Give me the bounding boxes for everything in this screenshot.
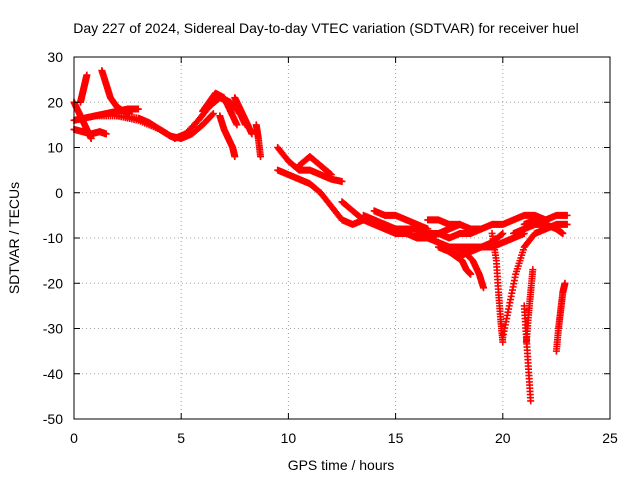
- y-tick-label: 20: [47, 94, 63, 110]
- data-point: [424, 225, 432, 233]
- data-point: [480, 284, 488, 292]
- data-point: [527, 397, 535, 405]
- x-tick-label: 5: [177, 430, 185, 446]
- series-arc18: [370, 207, 432, 233]
- series-arc27: [522, 266, 537, 346]
- series-arc8: [199, 89, 241, 129]
- x-tick-label: 10: [281, 430, 297, 446]
- y-tick-label: 30: [47, 49, 63, 65]
- data-point: [563, 211, 571, 219]
- data-point: [327, 171, 335, 179]
- x-tick-label: 20: [495, 430, 511, 446]
- series-arc22: [452, 243, 488, 292]
- data-point: [209, 110, 217, 118]
- x-tick-label: 25: [602, 430, 618, 446]
- series-arc11: [252, 121, 265, 161]
- series-arc12: [274, 144, 346, 185]
- data-point: [102, 130, 110, 138]
- y-axis-label: SDTVAR / TECUs: [6, 182, 22, 294]
- x-axis-ticks: 0 5 10 15 20 25: [70, 57, 618, 446]
- data-point: [529, 266, 537, 274]
- data-point: [563, 220, 571, 228]
- grid-lines: [74, 57, 610, 419]
- series-arc15: [317, 189, 367, 228]
- series-arc23: [445, 248, 475, 278]
- data-point: [559, 229, 567, 237]
- data-point: [257, 153, 265, 161]
- series-arc30: [552, 279, 569, 355]
- series-arc2: [76, 71, 91, 106]
- data-point: [83, 71, 91, 79]
- y-tick-label: -40: [43, 366, 63, 382]
- data-point: [467, 270, 475, 278]
- series-arc14: [295, 153, 335, 179]
- data-point: [498, 230, 506, 238]
- series-arc9: [216, 112, 239, 161]
- y-tick-label: -30: [43, 321, 63, 337]
- data-point: [231, 153, 239, 161]
- data-point: [338, 177, 346, 185]
- data-point: [561, 279, 569, 287]
- data-points: [70, 67, 571, 405]
- series-arc13: [274, 166, 325, 197]
- data-point: [233, 121, 241, 129]
- data-point: [326, 170, 334, 178]
- x-tick-label: 15: [388, 430, 404, 446]
- data-point: [208, 111, 216, 119]
- y-tick-label: 10: [47, 140, 63, 156]
- y-tick-label: 0: [55, 185, 63, 201]
- y-tick-label: -50: [43, 411, 63, 427]
- data-point: [134, 105, 142, 113]
- series-arc4: [70, 125, 110, 138]
- x-tick-label: 0: [70, 430, 78, 446]
- series-arc10: [231, 94, 256, 138]
- y-axis-ticks: -50 -40 -30 -20 -10 0 10 20 30: [43, 49, 610, 427]
- x-axis-label: GPS time / hours: [288, 457, 395, 473]
- series-arc24: [488, 229, 507, 346]
- y-tick-label: -20: [43, 275, 63, 291]
- data-point: [499, 229, 507, 237]
- series-arc29: [510, 220, 567, 237]
- y-tick-label: -10: [43, 230, 63, 246]
- chart-title: Day 227 of 2024, Sidereal Day-to-day VTE…: [73, 20, 579, 36]
